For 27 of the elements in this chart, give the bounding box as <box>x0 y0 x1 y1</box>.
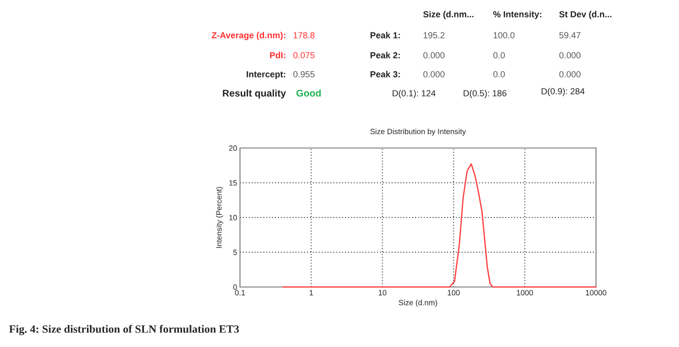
text: D(0.9): 284 <box>542 88 585 96</box>
text: 0.075 <box>293 52 315 58</box>
text: Intercept: <box>246 71 286 80</box>
text: 195.2 <box>424 32 444 38</box>
text: Good <box>296 89 321 97</box>
text: 178.8 <box>294 32 315 38</box>
text: D(0.1): 124 <box>392 90 436 98</box>
text: 0.0 <box>493 71 505 78</box>
text: Result quality <box>222 89 286 99</box>
text: 0.000 <box>423 52 445 58</box>
text: 59.47 <box>559 32 580 38</box>
text: 100.0 <box>494 32 515 38</box>
text: PdI: <box>270 52 286 58</box>
text: Peak 1: <box>370 32 400 38</box>
text: % Intensity: <box>493 10 542 20</box>
text: Size (d.nm... <box>423 10 474 20</box>
text: 0.0 <box>493 52 505 58</box>
text: D(0.5): 186 <box>464 90 506 98</box>
text: Peak 2: <box>370 52 400 58</box>
caption: Fig. 4: Size distribution of SLN formulation ET3 <box>9 324 239 336</box>
text: 0.000 <box>559 71 581 78</box>
text: Peak 3: <box>370 70 400 78</box>
text: Z-Average (d.nm): <box>212 32 286 40</box>
text: St Dev (d.n... <box>559 10 612 20</box>
text: 0.955 <box>293 71 315 78</box>
text: 0.000 <box>423 71 445 78</box>
text: 0.000 <box>559 52 581 58</box>
